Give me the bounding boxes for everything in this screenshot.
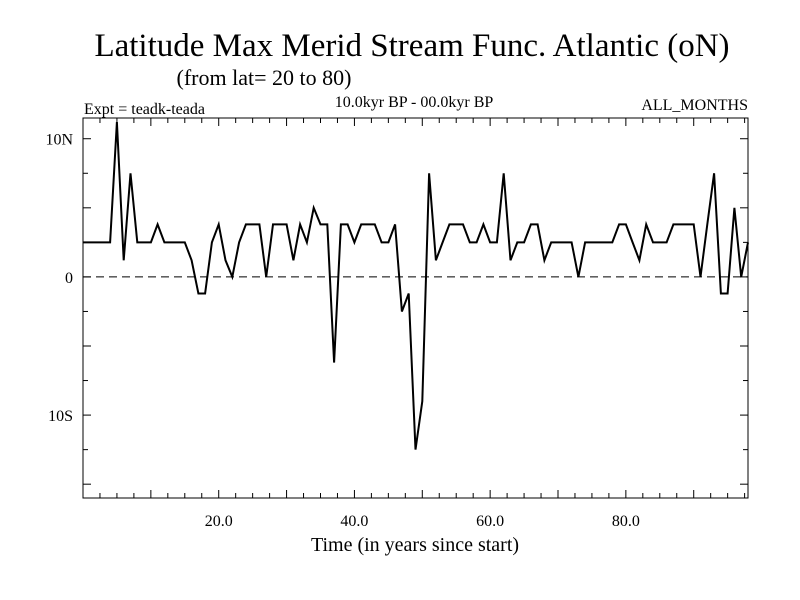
y-tick-label: 10N (45, 132, 73, 149)
x-tick-label: 20.0 (205, 513, 233, 530)
y-tick-label: 10S (48, 408, 73, 425)
x-tick-label: 60.0 (476, 513, 504, 530)
months-label: ALL_MONTHS (641, 97, 748, 114)
period-label: 10.0kyr BP - 00.0kyr BP (335, 94, 494, 111)
series-line (83, 122, 749, 450)
experiment-label: Expt = teadk-teada (84, 101, 205, 118)
x-tick-label: 80.0 (612, 513, 640, 530)
chart-title: Latitude Max Merid Stream Func. Atlantic… (94, 28, 729, 64)
chart-subtitle: (from lat= 20 to 80) (177, 65, 352, 90)
x-tick-label: 40.0 (340, 513, 368, 530)
x-axis-label: Time (in years since start) (311, 534, 519, 556)
y-tick-label: 0 (65, 270, 73, 287)
plot-frame (82, 117, 749, 499)
plot-area: 20.0 40.0 60.0 80.0 10N 0 10S (45, 118, 749, 530)
